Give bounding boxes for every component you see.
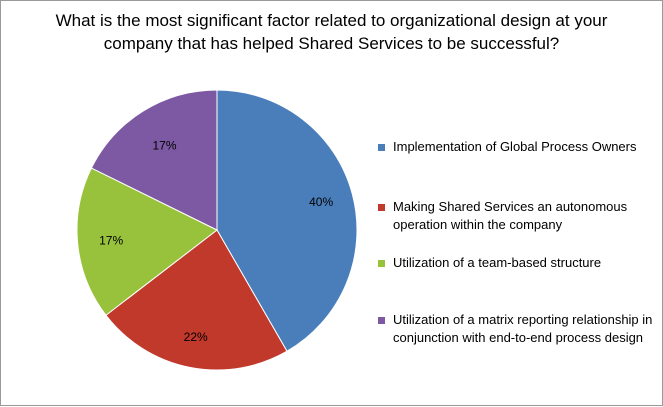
chart-title: What is the most significant factor rela… <box>55 11 608 53</box>
slice-matrix-reporting <box>90 89 218 231</box>
legend-label: Making Shared Services an autonomous ope… <box>393 199 628 232</box>
legend-swatch <box>378 260 385 267</box>
legend-item-team-based-structure: Utilization of a team-based structure <box>378 254 658 272</box>
slice-autonomous-operation <box>105 229 288 371</box>
slice-team-based-structure <box>76 167 218 316</box>
data-label: 22% <box>184 330 208 344</box>
legend-swatch <box>378 204 385 211</box>
legend-item-matrix-reporting: Utilization of a matrix reporting relati… <box>378 311 658 347</box>
legend-swatch <box>378 317 385 324</box>
legend-label: Utilization of a matrix reporting relati… <box>393 312 653 345</box>
data-label: 17% <box>152 139 176 153</box>
data-label: 40% <box>309 195 333 209</box>
slice-global-process-owners <box>216 89 358 352</box>
legend-item-autonomous-operation: Making Shared Services an autonomous ope… <box>378 198 658 234</box>
legend-label: Implementation of Global Process Owners <box>393 139 637 154</box>
data-label: 17% <box>99 233 123 247</box>
legend-item-global-process-owners: Implementation of Global Process Owners <box>378 138 658 156</box>
legend-label: Utilization of a team-based structure <box>393 255 602 270</box>
legend-swatch <box>378 144 385 151</box>
